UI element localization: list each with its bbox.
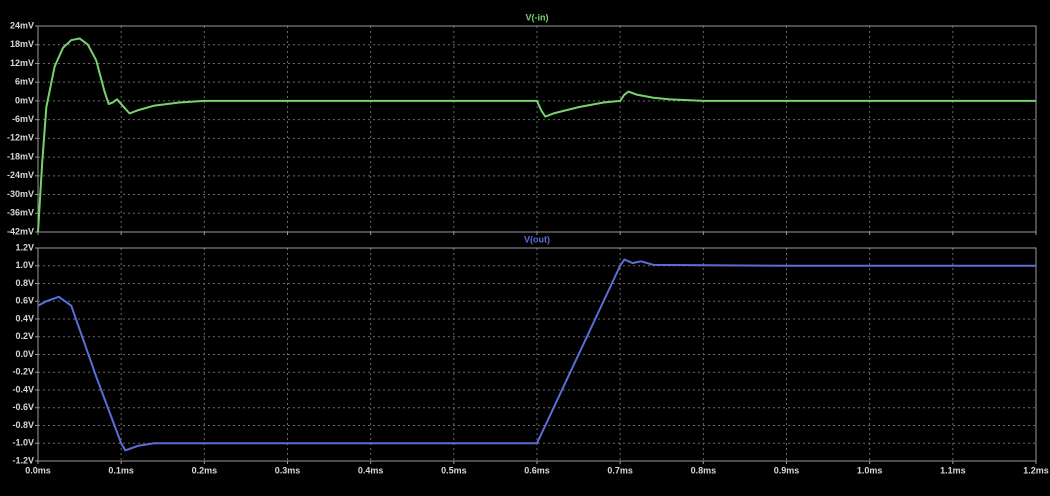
y-tick-label: 12mV [10, 58, 34, 68]
y-tick-label: 24mV [10, 20, 34, 30]
y-tick-label: -30mV [7, 189, 34, 199]
x-tick-label: 0.6ms [524, 465, 550, 475]
y-tick-label: 0.6V [15, 296, 34, 306]
x-tick-label: 0.7ms [607, 465, 633, 475]
y-tick-label: 6mV [15, 77, 34, 87]
x-tick-label: 0.1ms [108, 465, 134, 475]
y-tick-label: -6mV [12, 114, 34, 124]
y-tick-label: 0.4V [15, 313, 34, 323]
y-tick-label: -0.2V [12, 367, 34, 377]
x-tick-label: 1.0ms [857, 465, 883, 475]
y-tick-label: 1.0V [15, 260, 34, 270]
x-tick-label: 0.2ms [192, 465, 218, 475]
y-tick-label: -1.2V [12, 455, 34, 465]
plot-frame [37, 25, 1037, 233]
y-tick-label: 0.8V [15, 278, 34, 288]
trace [37, 37, 1036, 233]
x-tick-label: 0.4ms [358, 465, 384, 475]
x-tick-label: 0.9ms [774, 465, 800, 475]
y-tick-label: -0.8V [12, 420, 34, 430]
trace [37, 258, 1036, 452]
x-tick-label: 1.2ms [1023, 465, 1049, 475]
y-tick-label: 0.0V [15, 349, 34, 359]
y-tick-label: 18mV [10, 39, 34, 49]
y-tick-label: -42mV [7, 226, 34, 236]
x-tick-label: 1.1ms [940, 465, 966, 475]
y-tick-label: -0.4V [12, 384, 34, 394]
y-tick-label: -1.0V [12, 438, 34, 448]
x-tick-label: 0.3ms [275, 465, 301, 475]
x-tick-label: 0.0ms [25, 465, 51, 475]
x-tick-label: 0.5ms [441, 465, 467, 475]
y-tick-label: -12mV [7, 133, 34, 143]
y-tick-label: 0mV [15, 95, 34, 105]
y-tick-label: 0.2V [15, 331, 34, 341]
trace-title: V(-in) [526, 12, 549, 22]
x-tick-label: 0.8ms [691, 465, 717, 475]
y-tick-label: -24mV [7, 170, 34, 180]
y-tick-label: -18mV [7, 151, 34, 161]
trace-title: V(out) [524, 234, 550, 244]
plot-frame [37, 247, 1037, 462]
y-tick-label: -0.6V [12, 402, 34, 412]
y-tick-label: 1.2V [15, 242, 34, 252]
y-tick-label: -36mV [7, 208, 34, 218]
